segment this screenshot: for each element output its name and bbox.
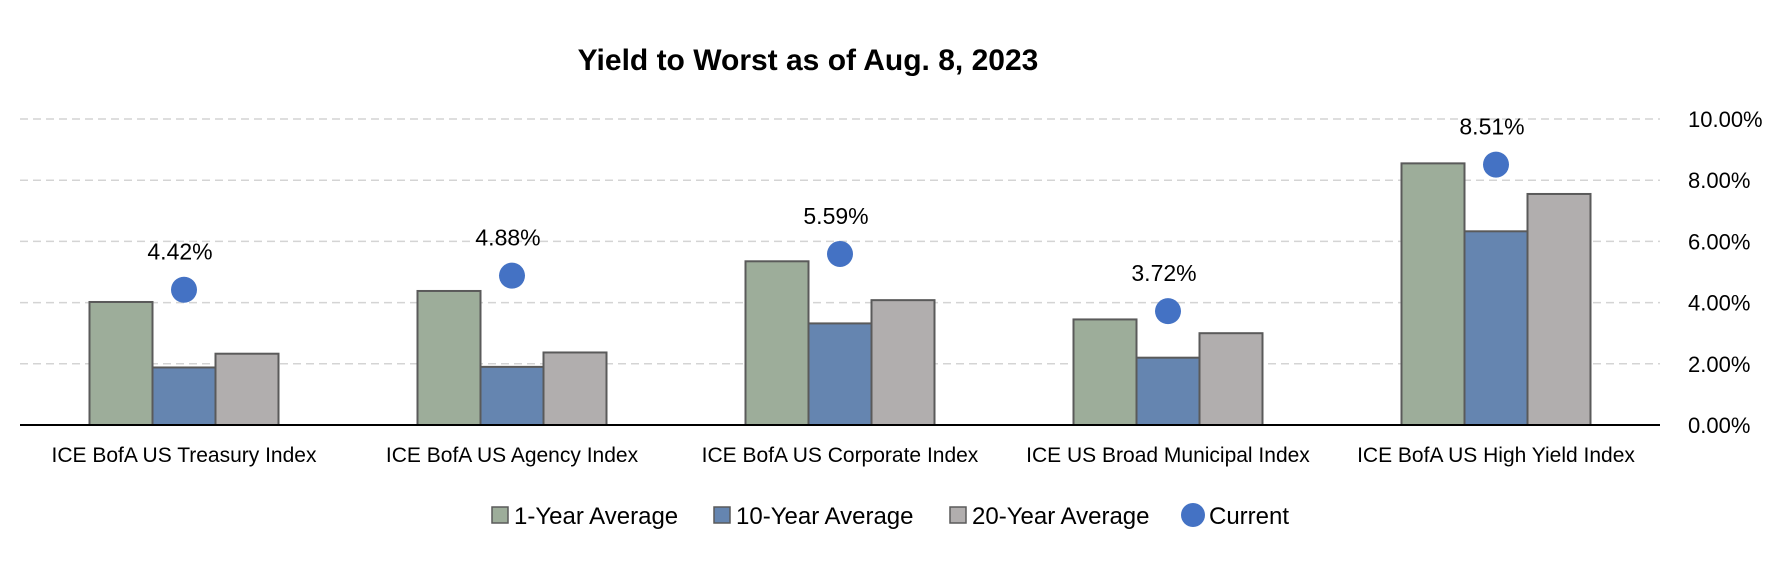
bar-10-year-average [151,366,217,426]
data-label: 5.59% [803,203,868,229]
bar-1-year-average [1400,162,1466,426]
current-marker [499,262,525,289]
x-category-label: ICE BofA US Treasury Index [52,444,317,467]
legend-label: 10-Year Average [736,503,913,530]
legend: 1-Year Average 10-Year Average 20-Year Ave… [491,503,1289,530]
y-tick-label: 6.00% [1688,229,1750,254]
current-marker [1483,151,1509,178]
bar-20-year-average [870,299,936,427]
x-axis-categories: ICE BofA US Treasury Index ICE BofA US Ag… [52,444,1636,467]
legend-swatch-10-year-average [713,506,731,524]
legend-swatch-current [1181,503,1205,527]
y-tick-label: 2.00% [1688,352,1750,377]
bar-20-year-average [214,352,280,426]
bar-1-year-average [744,260,810,427]
y-tick-label: 10.00% [1688,107,1763,132]
x-category-label: ICE BofA US High Yield Index [1357,444,1635,467]
bar-10-year-average [1135,356,1201,426]
legend-swatch-1-year-average [491,506,509,524]
bars-layer [20,162,1660,427]
data-label: 3.72% [1131,260,1196,286]
current-marker [827,240,853,267]
chart-title: Yield to Worst as of Aug. 8, 2023 [578,44,1039,77]
legend-label: 20-Year Average [972,503,1149,530]
data-labels-layer: 4.42% 4.88% 5.59% 3.72% 8.51% [147,114,1524,287]
bar-1-year-average [88,300,154,427]
legend-label: 1-Year Average [514,503,678,530]
bar-20-year-average [1526,192,1592,426]
legend-swatch-20-year-average [949,506,967,524]
bar-20-year-average [542,351,608,426]
current-markers-layer [171,151,1509,325]
data-label: 8.51% [1459,114,1524,140]
x-category-label: ICE BofA US Corporate Index [702,444,979,467]
legend-label: Current [1209,503,1289,530]
y-tick-label: 0.00% [1688,413,1750,438]
x-category-label: ICE US Broad Municipal Index [1026,444,1310,467]
bar-20-year-average [1198,332,1264,427]
bar-10-year-average [479,365,545,426]
bar-10-year-average [807,322,873,426]
y-tick-label: 4.00% [1688,291,1750,316]
y-axis-ticks: 0.00% 2.00% 4.00% 6.00% 8.00% 10.00% [1688,107,1763,438]
data-label: 4.88% [475,225,540,251]
bar-1-year-average [416,289,482,426]
data-label: 4.42% [147,239,212,265]
current-marker [171,276,197,303]
current-marker [1155,298,1181,325]
y-tick-label: 8.00% [1688,168,1750,193]
bar-10-year-average [1463,230,1529,426]
bar-1-year-average [1072,318,1138,426]
x-category-label: ICE BofA US Agency Index [386,444,639,467]
